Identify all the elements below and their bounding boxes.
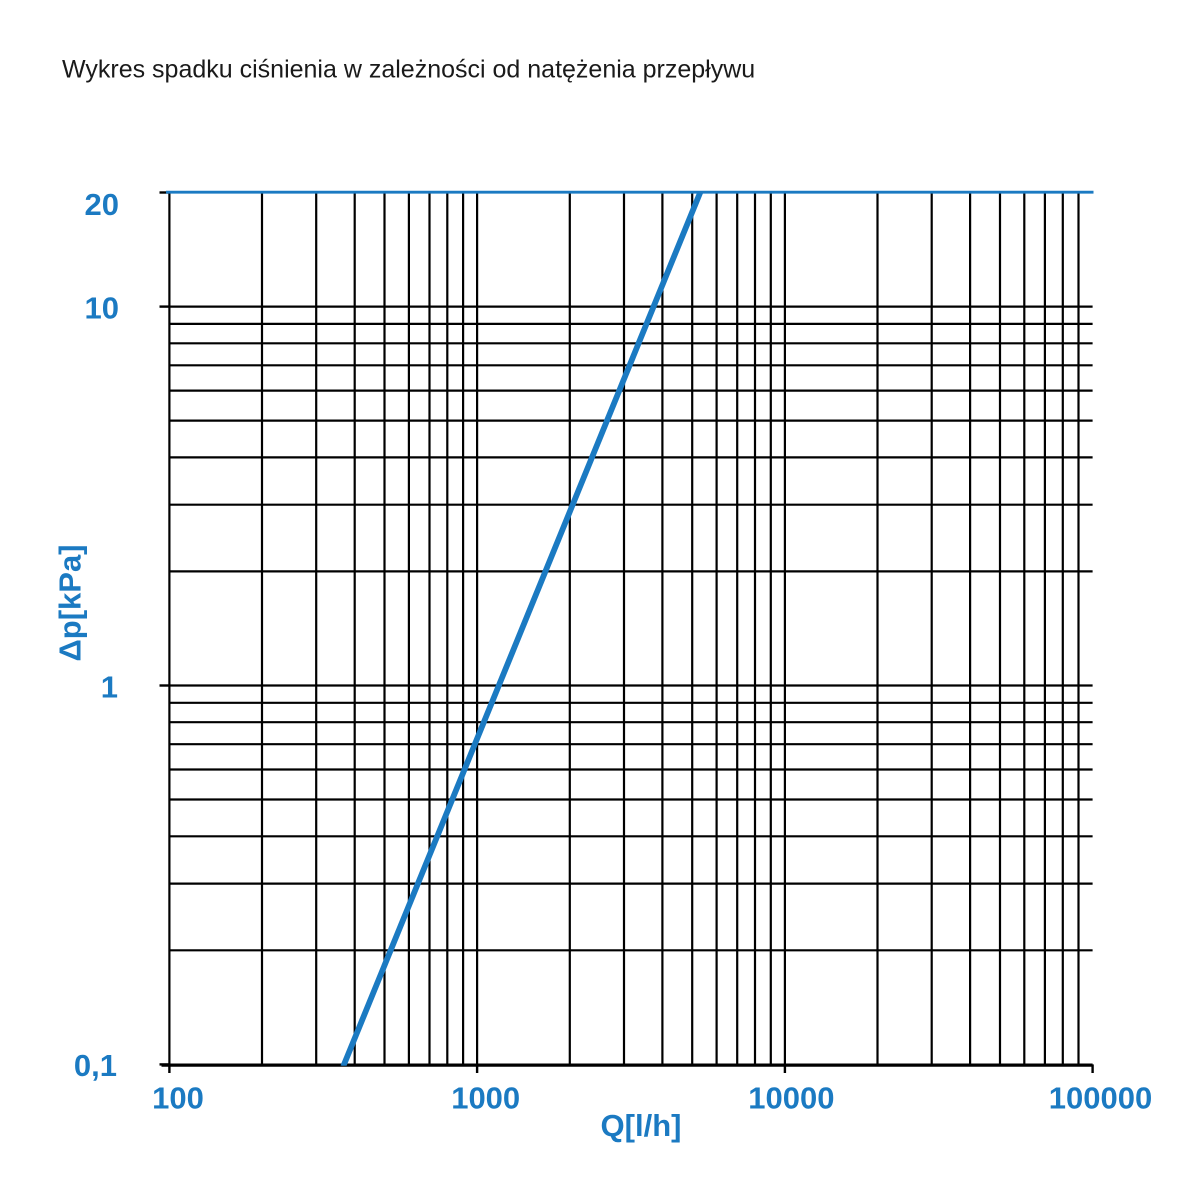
- svg-text:0,1: 0,1: [74, 1048, 117, 1083]
- svg-text:Q[l/h]: Q[l/h]: [601, 1108, 682, 1143]
- svg-text:1000: 1000: [451, 1081, 520, 1116]
- svg-text:Wykres spadku ciśnienia w zale: Wykres spadku ciśnienia w zależności od …: [62, 56, 755, 84]
- svg-text:100000: 100000: [1049, 1081, 1152, 1116]
- svg-text:Δp[kPa]: Δp[kPa]: [53, 544, 88, 661]
- svg-text:10: 10: [85, 290, 119, 325]
- svg-text:20: 20: [85, 187, 119, 222]
- svg-text:10000: 10000: [748, 1081, 834, 1116]
- svg-text:1: 1: [101, 670, 118, 705]
- svg-text:100: 100: [152, 1081, 204, 1116]
